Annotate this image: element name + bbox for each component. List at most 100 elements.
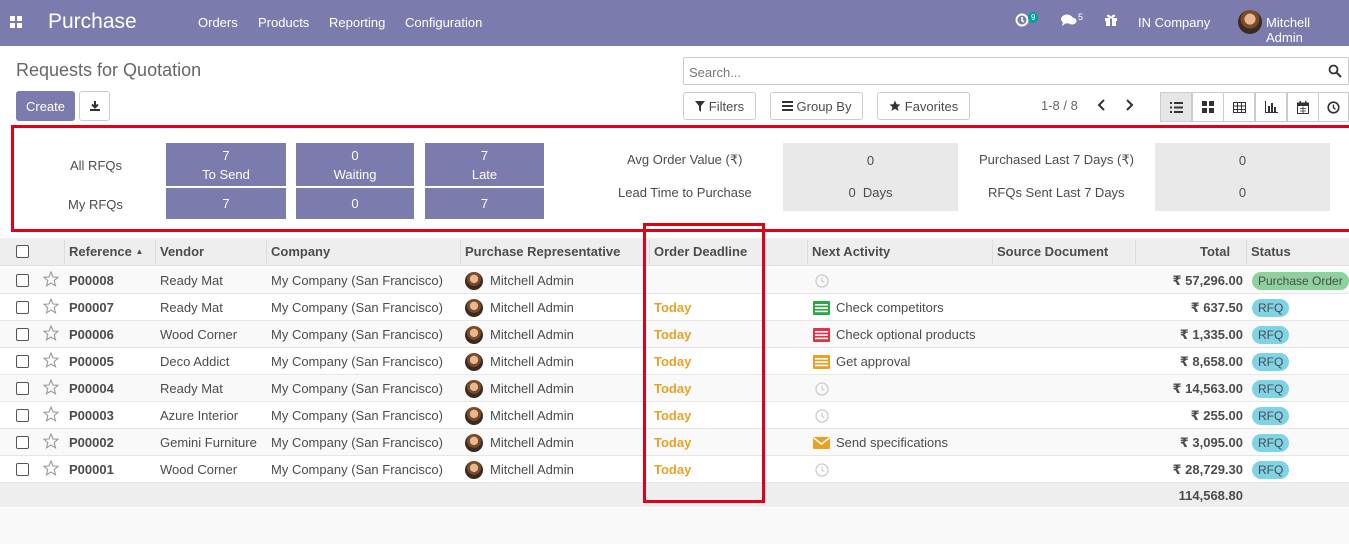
todo-icon[interactable] <box>813 355 830 369</box>
table-row[interactable]: P00006 Wood Corner My Company (San Francis… <box>0 321 1349 348</box>
row-order-deadline: Today <box>654 327 692 342</box>
row-checkbox[interactable] <box>16 355 29 368</box>
table-row[interactable]: P00005 Deco Addict My Company (San Francis… <box>0 348 1349 375</box>
status-badge: RFQ <box>1252 380 1290 398</box>
row-next-activity: Send specifications <box>836 435 949 450</box>
table-row[interactable]: P00002 Gemini Furniture My Company (San Fr… <box>0 429 1349 456</box>
row-checkbox[interactable] <box>16 409 29 422</box>
menu-products[interactable]: Products <box>258 15 310 30</box>
row-total: ₹ 8,658.00 <box>1179 354 1243 369</box>
row-checkbox[interactable] <box>16 436 29 449</box>
graph-view-button[interactable] <box>1255 92 1287 122</box>
header-company[interactable]: Company <box>271 244 331 259</box>
table-row[interactable]: P00003 Azure Interior My Company (San Fran… <box>0 402 1349 429</box>
pager-next-icon[interactable] <box>1122 97 1136 113</box>
favorites-button[interactable]: Favorites <box>877 92 970 120</box>
header-purchase-representative[interactable]: Purchase Representative <box>465 244 621 259</box>
tile-to-send-label: To Send <box>202 167 250 182</box>
calendar-view-button[interactable] <box>1287 92 1319 122</box>
header-reference[interactable]: Reference ▲ <box>69 244 144 259</box>
row-total: ₹ 3,095.00 <box>1179 435 1243 450</box>
row-checkbox[interactable] <box>16 301 29 314</box>
filters-button[interactable]: Filters <box>683 92 756 120</box>
table-row[interactable]: P00004 Ready Mat My Company (San Francisco… <box>0 375 1349 402</box>
table-footer: 114,568.80 <box>0 483 1349 507</box>
star-icon[interactable] <box>42 324 60 341</box>
row-total: ₹ 637.50 <box>1190 300 1243 315</box>
filters-label: Filters <box>708 98 745 114</box>
create-button[interactable]: Create <box>16 91 75 121</box>
pager-value[interactable]: 1-8 / 8 <box>1041 98 1078 113</box>
row-checkbox[interactable] <box>16 328 29 341</box>
kanban-view-button[interactable] <box>1192 92 1224 122</box>
star-icon[interactable] <box>42 270 60 287</box>
tile-my-waiting[interactable]: 0 <box>296 188 414 219</box>
gift-icon[interactable] <box>1104 13 1122 31</box>
sort-up-icon: ▲ <box>135 247 144 256</box>
table-row[interactable]: P00008 Ready Mat My Company (San Francisco… <box>0 267 1349 294</box>
header-vendor[interactable]: Vendor <box>160 244 205 259</box>
row-checkbox[interactable] <box>16 463 29 476</box>
row-representative: Mitchell Admin <box>490 462 574 477</box>
clock-icon[interactable] <box>815 409 829 423</box>
group-by-button[interactable]: Group By <box>770 92 863 120</box>
row-checkbox[interactable] <box>16 382 29 395</box>
star-icon[interactable] <box>42 432 60 449</box>
menu-orders[interactable]: Orders <box>198 15 238 30</box>
tile-to-send[interactable]: 7 To Send <box>166 143 286 186</box>
todo-icon[interactable] <box>813 301 830 315</box>
header-next-activity[interactable]: Next Activity <box>812 244 891 259</box>
row-representative: Mitchell Admin <box>490 300 574 315</box>
search-icon[interactable] <box>1328 64 1342 78</box>
table-header: Reference ▲ Vendor Company Purchase Repr… <box>0 238 1349 266</box>
status-badge: RFQ <box>1252 407 1290 425</box>
header-order-deadline[interactable]: Order Deadline <box>654 244 748 259</box>
messages-count: 5 <box>1078 12 1084 22</box>
pivot-view-button[interactable] <box>1223 92 1255 122</box>
star-icon[interactable] <box>42 459 60 476</box>
header-total[interactable]: Total <box>1200 244 1231 259</box>
tile-waiting[interactable]: 0 Waiting <box>296 143 414 186</box>
tile-my-to-send[interactable]: 7 <box>166 188 286 219</box>
star-icon[interactable] <box>42 297 60 314</box>
envelope-icon[interactable] <box>813 436 830 450</box>
tile-to-send-count: 7 <box>222 148 230 163</box>
user-menu[interactable]: Mitchell Admin <box>1266 15 1311 45</box>
todo-icon[interactable] <box>813 328 830 342</box>
app-brand[interactable]: Purchase <box>48 10 137 33</box>
star-icon[interactable] <box>42 405 60 422</box>
activity-clock-icon[interactable]: 9 <box>1015 12 1039 31</box>
apps-menu-icon[interactable] <box>10 16 23 29</box>
status-badge: RFQ <box>1252 461 1290 479</box>
purchased-last-7-days-value: 0 <box>1155 143 1330 179</box>
top-navbar: Purchase Orders Products Reporting Confi… <box>0 0 1349 46</box>
star-icon[interactable] <box>42 351 60 368</box>
menu-reporting[interactable]: Reporting <box>329 15 386 30</box>
activity-view-button[interactable] <box>1318 92 1349 122</box>
header-status[interactable]: Status <box>1251 244 1291 259</box>
header-source-document[interactable]: Source Document <box>997 244 1109 259</box>
select-all-checkbox[interactable] <box>16 245 29 258</box>
search-input[interactable] <box>689 63 1309 81</box>
table-row[interactable]: P00007 Ready Mat My Company (San Francisco… <box>0 294 1349 321</box>
star-icon[interactable] <box>42 378 60 395</box>
clock-icon[interactable] <box>815 382 829 396</box>
clock-icon[interactable] <box>815 274 829 288</box>
messages-icon[interactable]: 5 <box>1061 12 1083 31</box>
company-switcher[interactable]: IN Company <box>1138 15 1211 30</box>
row-company: My Company (San Francisco) <box>271 327 443 342</box>
tile-my-late[interactable]: 7 <box>425 188 544 219</box>
tile-late-count: 7 <box>480 148 489 163</box>
table-row[interactable]: P00001 Wood Corner My Company (San Francis… <box>0 456 1349 483</box>
tile-late[interactable]: 7 Late <box>425 143 544 186</box>
rep-avatar <box>465 380 483 398</box>
menu-configuration[interactable]: Configuration <box>405 15 483 30</box>
pager-previous-icon[interactable] <box>1095 97 1109 113</box>
tile-waiting-count: 0 <box>351 148 359 163</box>
download-button[interactable] <box>79 91 110 121</box>
row-checkbox[interactable] <box>16 274 29 287</box>
list-view-button[interactable] <box>1160 92 1192 122</box>
clock-icon[interactable] <box>815 463 829 477</box>
user-avatar[interactable] <box>1238 10 1262 34</box>
row-representative: Mitchell Admin <box>490 354 574 369</box>
